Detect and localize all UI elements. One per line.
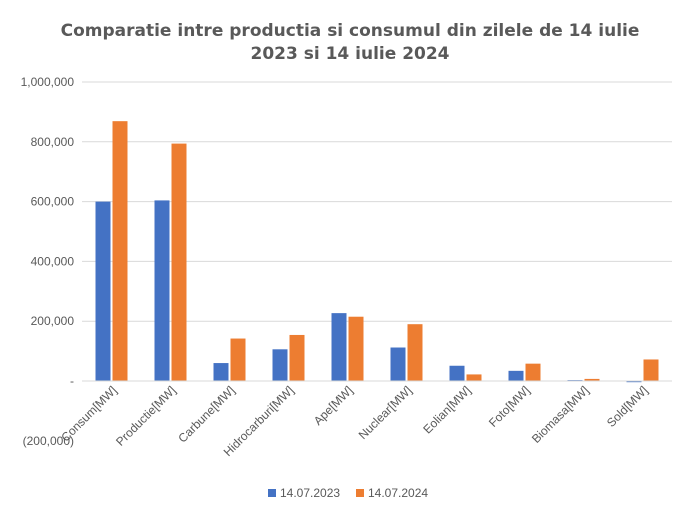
legend-label: 14.07.2023 <box>280 486 340 500</box>
y-tick-label: (200,000) <box>23 434 74 448</box>
legend-label: 14.07.2024 <box>368 486 428 500</box>
bar-2024 <box>348 316 364 381</box>
y-tick-label: 1,000,000 <box>21 75 75 89</box>
bar-2023 <box>449 365 465 381</box>
bar-2023 <box>390 347 406 381</box>
bar-2024 <box>171 143 187 381</box>
x-tick-label: Eolian[MW] <box>420 383 473 436</box>
x-tick-label: Sold[MW] <box>604 383 651 430</box>
bar-2023 <box>626 381 642 383</box>
bar-2024 <box>525 363 541 381</box>
chart-title-line-1: Comparatie intre productia si consumul d… <box>61 21 640 41</box>
y-tick-label: 600,000 <box>31 195 75 209</box>
bar-2024 <box>407 324 423 381</box>
chart-title-line-2: 2023 si 14 iulie 2024 <box>250 44 449 64</box>
bar-2023 <box>331 313 347 381</box>
bar-2023 <box>508 370 524 381</box>
bar-2024 <box>112 121 128 381</box>
y-tick-label: 200,000 <box>31 314 75 328</box>
bar-2024 <box>466 374 482 381</box>
x-tick-label: Nuclear[MW] <box>356 383 415 442</box>
legend-swatch <box>356 489 364 497</box>
y-tick-label: - <box>70 374 74 388</box>
x-tick-label: Carbune[MW] <box>175 383 237 445</box>
bar-2023 <box>95 201 111 381</box>
bar-2024 <box>289 334 305 381</box>
bar-2024 <box>584 378 600 381</box>
x-tick-label: Ape[MW] <box>311 383 356 428</box>
legend-swatch <box>268 489 276 497</box>
y-tick-label: 800,000 <box>31 135 75 149</box>
x-tick-label: Consum[MW] <box>58 383 119 444</box>
bar-2023 <box>213 363 229 381</box>
bar-2024 <box>643 359 659 381</box>
bar-2023 <box>272 349 288 381</box>
x-tick-label: Foto[MW] <box>486 383 533 430</box>
bar-2024 <box>230 338 246 381</box>
y-tick-label: 400,000 <box>31 254 75 268</box>
x-tick-label: Biomasa[MW] <box>529 383 592 446</box>
x-tick-label: Productie[MW] <box>113 383 179 449</box>
bar-2023 <box>154 200 170 381</box>
